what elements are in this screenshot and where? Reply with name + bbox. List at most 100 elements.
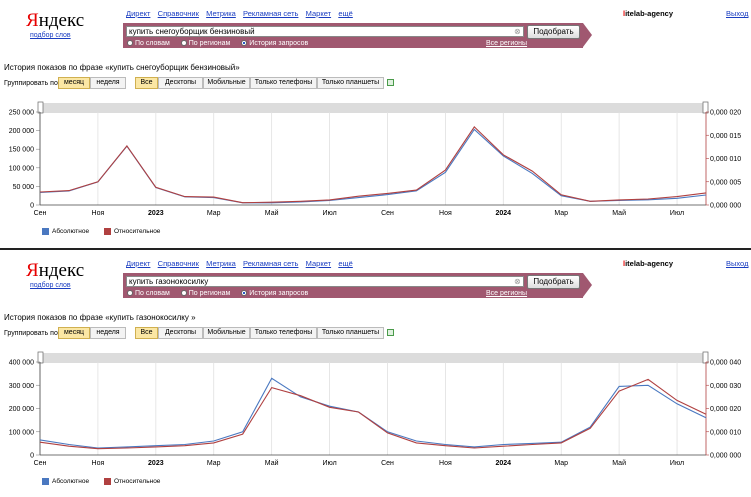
left-axis-tick-label: 200 000	[9, 128, 34, 135]
device-all-button[interactable]: Все	[135, 327, 158, 339]
x-axis-tick-label: Сен	[381, 210, 394, 217]
right-axis-tick-label: 0,000 015	[710, 133, 741, 140]
x-axis-tick-label: Май	[265, 459, 279, 467]
x-axis-tick-label: 2024	[496, 460, 512, 467]
x-axis-tick-label: Мар	[554, 210, 568, 217]
group-month-button[interactable]: месяц	[58, 77, 90, 89]
yandex-logo[interactable]: Яндекс подбор слов	[26, 10, 84, 50]
account-first-letter: l	[623, 259, 626, 268]
left-axis-tick-label: 0	[30, 453, 34, 460]
legend-label-relative: Относительное	[114, 228, 161, 235]
group-month-button[interactable]: месяц	[58, 327, 90, 339]
search-bar-arrow	[583, 273, 592, 297]
x-axis-tick-label: Июл	[322, 460, 336, 467]
service-link-market[interactable]: Маркет	[305, 259, 332, 268]
device-phones-button[interactable]: Только телефоны	[250, 327, 317, 339]
logo-wordmark: Яндекс	[26, 260, 84, 282]
left-axis-tick-label: 150 000	[9, 147, 34, 154]
wordstat-link[interactable]: подбор слов	[30, 32, 71, 39]
search-input[interactable]: купить снегоуборщик бензиновый	[126, 26, 524, 37]
legend-swatch-relative	[104, 478, 111, 485]
account-name[interactable]: litelab-agency	[623, 9, 673, 18]
range-handle-right[interactable]	[702, 101, 709, 114]
range-scrollbar[interactable]	[39, 103, 707, 113]
account-name[interactable]: litelab-agency	[623, 259, 673, 268]
x-axis-tick-label: 2023	[148, 460, 164, 467]
search-input[interactable]: купить газонокосилку	[126, 276, 524, 287]
radio-by-words[interactable]: По словам	[127, 290, 170, 297]
search-button[interactable]: Подобрать	[527, 25, 580, 39]
radio-history[interactable]: История запросов	[241, 290, 308, 297]
series-line-relative	[39, 378, 707, 450]
range-handle-left[interactable]	[37, 351, 44, 364]
service-link-metrika[interactable]: Метрика	[206, 9, 236, 18]
service-link-direct[interactable]: Директ	[126, 259, 151, 268]
range-scrollbar[interactable]	[39, 353, 707, 363]
radio-selected-icon	[241, 40, 248, 46]
right-axis-tick-label: 0,000 010	[710, 156, 741, 163]
right-axis-tick-label: 0,000 040	[710, 360, 741, 367]
right-axis-tick-label: 0,000 005	[710, 179, 741, 186]
device-desktop-button[interactable]: Десктопы	[158, 327, 203, 339]
wordstat-link[interactable]: подбор слов	[30, 282, 71, 289]
yandex-logo[interactable]: Яндекс подбор слов	[26, 260, 84, 300]
service-link-metrika[interactable]: Метрика	[206, 259, 236, 268]
x-axis-tick-label: 2023	[148, 210, 164, 217]
radio-by-regions[interactable]: По регионам	[180, 290, 230, 297]
left-axis-tick-label: 0	[30, 203, 34, 210]
service-link-more[interactable]: ещё	[338, 9, 353, 18]
range-handle-left[interactable]	[37, 101, 44, 114]
device-mobile-button[interactable]: Мобильные	[203, 327, 250, 339]
radio-circle-icon	[180, 40, 187, 46]
device-mobile-button[interactable]: Мобильные	[203, 77, 250, 89]
radio-circle-icon	[180, 290, 187, 296]
legend-swatch-relative	[104, 228, 111, 235]
panel-divider	[0, 248, 751, 250]
service-link-ad-network[interactable]: Рекламная сеть	[243, 9, 299, 18]
clear-icon[interactable]: ⊗	[514, 27, 521, 36]
service-link-more[interactable]: ещё	[338, 259, 353, 268]
radio-selected-icon	[241, 290, 248, 296]
regions-link[interactable]: Все регионы	[486, 40, 528, 47]
history-chart: 0 50 000 100 000 150 000 200 000 250 000 0,000…	[0, 98, 751, 246]
radio-history[interactable]: История запросов	[241, 40, 308, 47]
right-axis-tick-label: 0,000 010	[710, 429, 741, 436]
device-phones-button[interactable]: Только телефоны	[250, 77, 317, 89]
legend-swatch-absolute	[42, 228, 49, 235]
group-by-label: Группировать по:	[4, 80, 60, 87]
account-first-letter: l	[623, 9, 626, 18]
services-nav: Директ Справочник Метрика Рекламная сеть…	[126, 259, 358, 268]
history-title: История показов по фразе «купить газонок…	[4, 313, 196, 322]
radio-circle-icon	[127, 40, 133, 46]
x-axis-tick-label: Ноя	[439, 210, 452, 217]
group-week-button[interactable]: неделя	[90, 77, 126, 89]
logout-link[interactable]: Выход	[726, 259, 749, 268]
panel-snowblower: Яндекс подбор слов Директ Справочник Мет…	[0, 0, 751, 248]
radio-circle-icon	[127, 290, 133, 296]
logout-link[interactable]: Выход	[726, 9, 749, 18]
device-desktop-button[interactable]: Десктопы	[158, 77, 203, 89]
export-icon[interactable]	[387, 79, 394, 86]
device-tablets-button[interactable]: Только планшеты	[317, 77, 384, 89]
regions-link[interactable]: Все регионы	[486, 290, 528, 297]
clear-icon[interactable]: ⊗	[514, 277, 521, 286]
range-handle-right[interactable]	[702, 351, 709, 364]
service-link-ad-network[interactable]: Рекламная сеть	[243, 259, 299, 268]
radio-label: История запросов	[249, 290, 309, 297]
x-axis-tick-label: Сен	[34, 460, 47, 467]
service-link-directory[interactable]: Справочник	[157, 259, 199, 268]
device-tablets-button[interactable]: Только планшеты	[317, 327, 384, 339]
export-icon[interactable]	[387, 329, 394, 336]
x-axis-tick-label: Мар	[207, 210, 221, 217]
device-all-button[interactable]: Все	[135, 77, 158, 89]
radio-by-regions[interactable]: По регионам	[180, 40, 230, 47]
service-link-directory[interactable]: Справочник	[157, 9, 199, 18]
radio-label: История запросов	[249, 40, 309, 47]
service-link-market[interactable]: Маркет	[305, 9, 332, 18]
service-link-direct[interactable]: Директ	[126, 9, 151, 18]
group-by-label: Группировать по:	[4, 330, 60, 337]
group-week-button[interactable]: неделя	[90, 327, 126, 339]
radio-by-words[interactable]: По словам	[127, 40, 170, 47]
logo-first-letter: Я	[26, 10, 39, 31]
search-button[interactable]: Подобрать	[527, 275, 580, 289]
